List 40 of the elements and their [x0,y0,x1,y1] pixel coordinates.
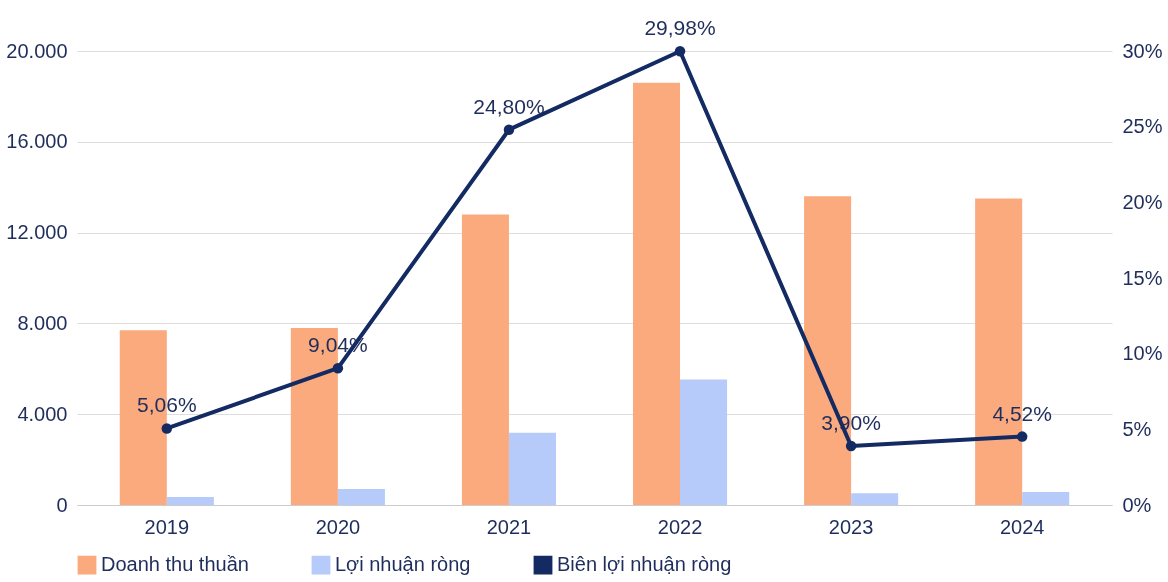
data-label: 24,80% [473,94,545,118]
y-tick-label: 16.000 [6,130,68,153]
y2-tick-label: 0% [1122,493,1152,516]
bar [337,489,385,505]
y-tick-label: 0 [56,493,68,516]
point [1016,431,1028,442]
x-tick-label: 2022 [657,515,703,538]
bar [1022,492,1070,505]
point [845,440,857,452]
y-tick-label: 20.000 [6,39,68,62]
x-tick-label: 2020 [315,515,361,538]
legend-label: Doanh thu thuần [101,553,249,576]
x-tick-label: 2019 [144,515,190,538]
y2-tick-label: 25% [1122,115,1163,138]
legend-label: Biên lợi nhuận ròng [557,553,732,576]
y-tick-label: 8.000 [17,311,68,334]
legend-label: Lợi nhuận ròng [335,553,471,576]
y2-tick-label: 15% [1122,266,1163,289]
bar [632,82,681,505]
data-label: 5,06% [137,393,197,417]
x-tick-label: 2021 [486,515,532,538]
bar [461,214,509,505]
data-label: 4,52% [992,401,1052,425]
y-tick-label: 12.000 [6,221,68,244]
bar [851,493,899,505]
point [503,124,515,135]
data-label: 29,98% [644,16,716,40]
point [332,362,344,374]
bar [508,432,557,505]
y2-tick-label: 30% [1122,39,1163,62]
y2-tick-label: 5% [1122,417,1152,440]
y2-tick-label: 10% [1122,342,1163,365]
y-tick-label: 4.000 [17,402,68,425]
bar [166,497,214,505]
x-tick-label: 2024 [999,515,1045,538]
x-tick-label: 2023 [828,515,874,538]
y2-tick-label: 20% [1122,190,1163,213]
point [674,46,686,57]
bar [680,379,728,505]
point [161,423,173,434]
